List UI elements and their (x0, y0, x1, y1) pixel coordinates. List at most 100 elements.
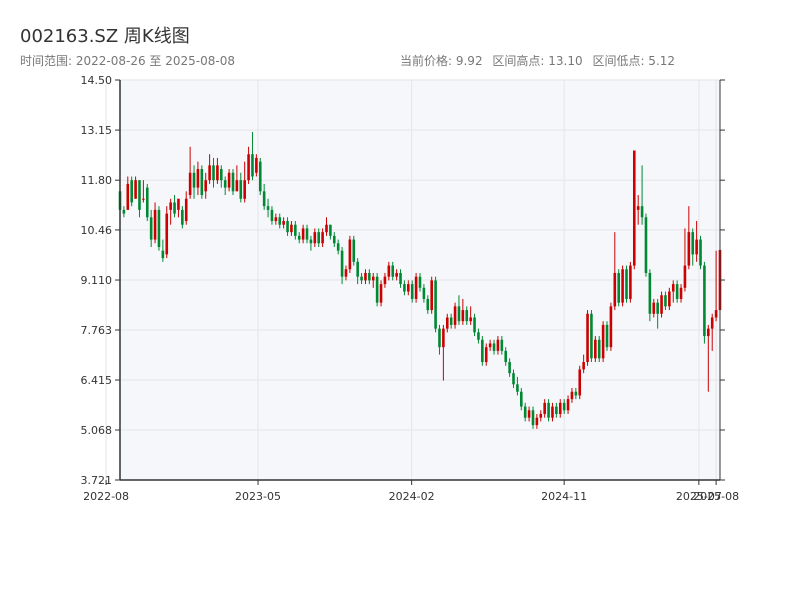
candle-body (609, 306, 613, 348)
candle (465, 306, 469, 325)
candle-body (500, 339, 504, 351)
candle (231, 169, 235, 196)
candle-body (675, 284, 679, 299)
candle (644, 213, 648, 277)
grid (105, 79, 720, 481)
candle (313, 228, 317, 247)
candle-body (395, 272, 398, 277)
x-tick-label: 2022-08 (83, 490, 129, 503)
candle-body (371, 276, 375, 281)
candle (251, 131, 254, 181)
candle-body (399, 272, 402, 285)
candle (434, 276, 437, 333)
candle-body (126, 183, 130, 210)
candle-body (617, 272, 621, 303)
date-range-label: 时间范围: 2022-08-26 至 2025-08-08 (20, 54, 235, 68)
candle (403, 280, 406, 296)
candle (613, 232, 617, 311)
candle-body (578, 369, 582, 396)
candle-body (558, 402, 562, 414)
candle-body (145, 187, 149, 218)
candle (184, 191, 188, 225)
candle (169, 198, 172, 225)
candle-body (695, 239, 698, 255)
candle-body (403, 284, 406, 292)
candle (629, 261, 632, 303)
candle (165, 206, 169, 259)
candle (582, 354, 585, 374)
candle-body (632, 150, 636, 266)
candle (329, 224, 332, 240)
candle-body (313, 232, 317, 244)
candle (399, 269, 402, 288)
y-tick-label: 14.50 (81, 74, 113, 87)
candle-body (407, 284, 410, 292)
candle-body (134, 180, 137, 199)
candle-body (161, 250, 165, 259)
candle (714, 250, 718, 322)
candle (457, 295, 461, 325)
candle-body (247, 154, 250, 181)
candle (126, 176, 130, 210)
candle-body (473, 317, 476, 333)
candle-body (278, 217, 282, 225)
candle-body (687, 232, 691, 266)
candle (636, 195, 640, 225)
candle-body (555, 406, 558, 414)
candle (305, 224, 309, 244)
candle-body (157, 209, 161, 247)
candle-body (664, 295, 667, 307)
candle-body (321, 232, 324, 244)
candle-body (336, 243, 340, 251)
candle-body (671, 284, 675, 292)
candle-body (184, 198, 188, 222)
candle (410, 280, 414, 303)
candle-body (566, 399, 570, 411)
candle-body (438, 328, 441, 348)
candle (145, 183, 149, 222)
candle (223, 176, 227, 196)
candle-body (636, 206, 640, 210)
candle-body (426, 298, 430, 311)
candle-body (274, 217, 278, 222)
candle-body (652, 302, 656, 314)
candle (157, 206, 161, 251)
candle (208, 154, 211, 184)
candle (348, 235, 352, 273)
candle (594, 336, 597, 363)
candle-body (227, 172, 231, 188)
candle-body (703, 265, 706, 337)
candle (703, 261, 706, 344)
candle (243, 161, 246, 203)
candle-body (142, 198, 145, 200)
candle (387, 261, 391, 281)
candle-body (340, 250, 344, 277)
candle-body (434, 280, 437, 329)
candle-body (266, 206, 270, 210)
candle (212, 157, 215, 188)
candle (461, 298, 465, 325)
candle-body (360, 276, 363, 281)
candle (605, 321, 609, 351)
candle-body (173, 202, 176, 214)
candle-body (547, 402, 550, 418)
current-price-label: 当前价格: 9.92 (400, 54, 483, 68)
candle-body (251, 154, 254, 177)
candle-body (165, 213, 169, 255)
candle (477, 328, 480, 344)
candle-body (551, 406, 554, 418)
y-tick-label: 11.80 (81, 174, 113, 187)
candle (379, 280, 383, 307)
candle-body (290, 224, 293, 233)
x-tick-label: 2024-02 (389, 490, 435, 503)
candle-body (418, 276, 422, 288)
candle-body (383, 276, 387, 285)
candle (547, 399, 550, 422)
candle-body (181, 209, 184, 225)
candle-body (625, 269, 628, 299)
candle-body (597, 339, 601, 359)
candle-body (149, 217, 153, 240)
candle (317, 228, 321, 247)
candle-body (297, 235, 301, 240)
y-tick-label: 5.068 (81, 424, 113, 437)
